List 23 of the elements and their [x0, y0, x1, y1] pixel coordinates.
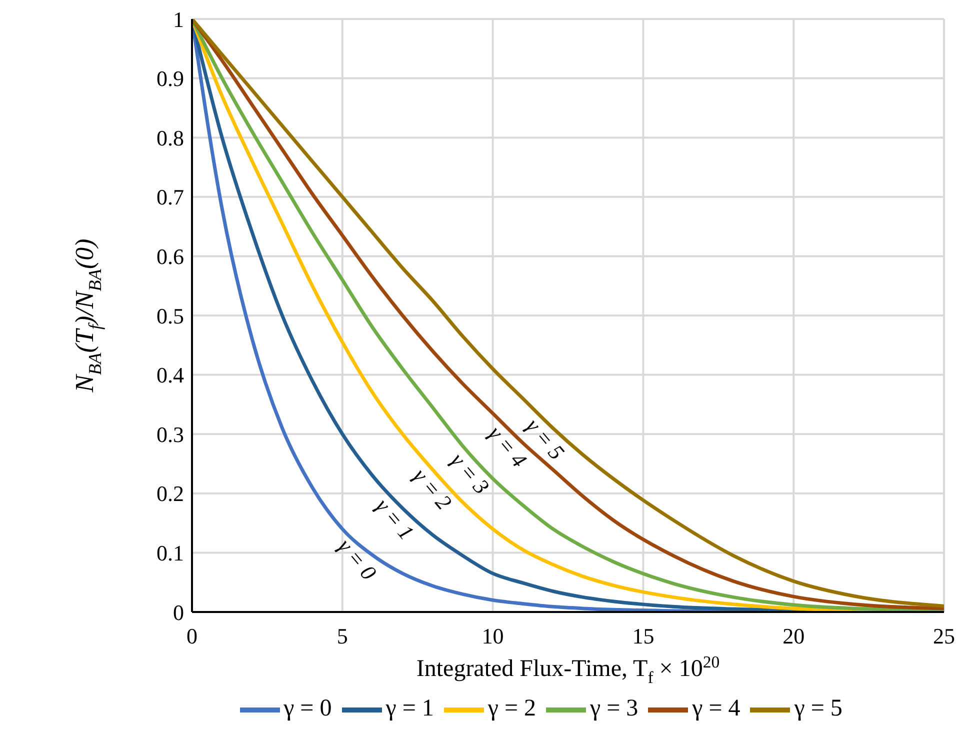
y-tick-label: 0.8: [156, 125, 184, 150]
y-tick-label: 0.1: [156, 540, 184, 566]
y-tick-label: 0.4: [156, 362, 184, 388]
legend-label: γ = 0: [284, 696, 332, 722]
y-tick-label: 0.2: [156, 481, 184, 506]
legend-label: γ = 2: [488, 696, 536, 722]
legend-label: γ = 4: [692, 696, 740, 722]
x-tick-label: 20: [782, 624, 805, 649]
x-tick-label: 5: [336, 624, 348, 649]
y-tick-label: 1: [173, 6, 184, 32]
x-axis-title: Integrated Flux-Time, T$_{f}$ × 10$^{20}$: [416, 652, 720, 688]
x-tick-label: 10: [482, 624, 504, 649]
x-tick-label: 15: [632, 624, 654, 649]
legend-label: γ = 1: [386, 696, 434, 722]
legend-label: γ = 5: [794, 696, 842, 722]
y-tick-label: 0.9: [156, 66, 184, 92]
y-tick-label: 0.6: [156, 244, 184, 270]
x-tick-label: 25: [933, 624, 955, 649]
y-tick-label: 0.7: [156, 184, 184, 210]
y-tick-label: 0.5: [156, 303, 184, 328]
y-tick-label: 0: [173, 600, 184, 625]
y-tick-label: 0.3: [156, 422, 184, 447]
legend-label: γ = 3: [590, 696, 638, 722]
